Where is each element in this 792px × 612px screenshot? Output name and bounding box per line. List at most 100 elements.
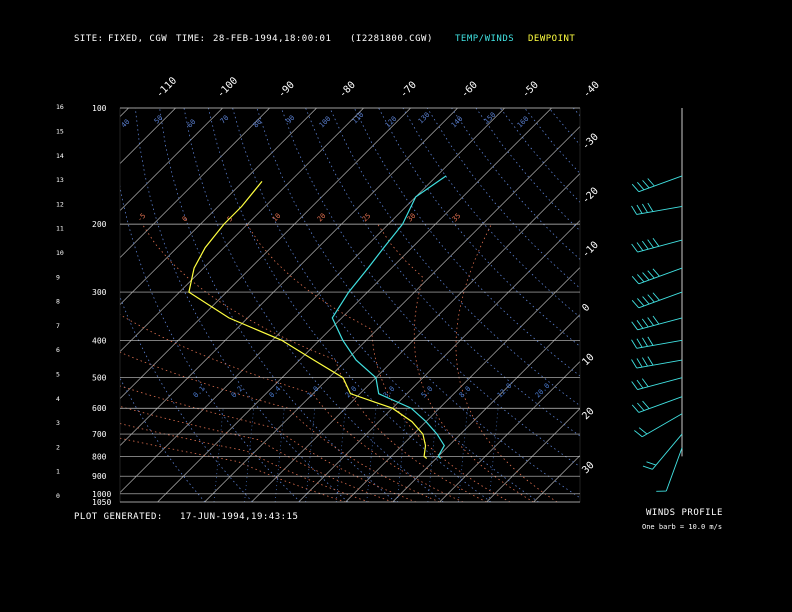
dry-adiabat-line <box>451 108 580 260</box>
wind-barb-flag <box>631 183 640 192</box>
isotherm-line <box>120 108 411 400</box>
wind-barb-shaft <box>636 206 683 215</box>
height-tick-label: 2 <box>56 443 60 451</box>
dry-adiabat-line <box>134 108 349 502</box>
pressure-tick-label: 1000 <box>92 490 111 499</box>
wind-barb-flag <box>637 402 645 411</box>
dry-adiabat-line <box>183 108 444 502</box>
wind-barb-flag <box>634 430 643 438</box>
wind-barb-flag <box>636 242 644 251</box>
mixing-ratio-label: 0.2 <box>230 385 245 400</box>
chart-frame <box>119 107 581 503</box>
wind-barb-shaft <box>637 377 683 391</box>
top-temp-label: -70 <box>398 80 419 101</box>
dewpoint-line <box>188 181 428 459</box>
wind-barb-flag <box>636 379 644 389</box>
top-temp-label: -60 <box>459 80 480 101</box>
temperature-line <box>331 175 447 459</box>
isotherm-line <box>298 220 580 502</box>
isotherm-line <box>0 108 35 502</box>
moist-adiabat-line <box>455 223 558 502</box>
wind-barb-flag <box>637 181 645 191</box>
file-name: (I2281800.CGW) <box>350 34 433 44</box>
plot-generated-label: PLOT GENERATED: <box>74 512 163 522</box>
isotherm-line <box>120 108 505 494</box>
pressure-tick-label: 400 <box>92 336 107 345</box>
top-temp-label: -80 <box>337 80 358 101</box>
wind-barb-flag <box>631 339 638 349</box>
wind-barb-shaft <box>637 317 683 331</box>
dry-adiabat-line <box>671 108 792 502</box>
isotherm-line <box>120 108 223 212</box>
dry-adiabat-line <box>524 108 580 175</box>
wind-barb-flag <box>636 320 644 329</box>
height-tick-label: 12 <box>56 200 64 208</box>
isotherm-line <box>628 108 792 502</box>
top-temp-label: -50 <box>520 80 541 101</box>
wind-barb-flag <box>647 178 655 187</box>
wind-barb-flag <box>641 318 649 328</box>
isotherm-line <box>120 108 176 165</box>
height-tick-label: 6 <box>56 346 60 354</box>
dry-adiabat-label: 70 <box>219 114 231 126</box>
wind-barb-flag <box>631 381 638 390</box>
mixing-ratio-line <box>305 408 316 502</box>
moist-adiabat-line <box>120 314 464 502</box>
height-tick-label: 1 <box>56 468 60 476</box>
plot-generated-value: 17-JUN-1994,19:43:15 <box>180 512 299 522</box>
height-tick-label: 10 <box>56 249 64 257</box>
top-temp-label: -100 <box>215 75 240 100</box>
wind-barb-flag <box>647 317 654 326</box>
moist-adiabat-label: 0 <box>181 215 190 224</box>
wind-barb-shaft <box>665 447 683 492</box>
wind-barb-flag <box>637 298 645 307</box>
dry-adiabat-label: 140 <box>450 115 465 130</box>
wind-barb-flag <box>641 203 648 213</box>
moist-adiabat-label: 25 <box>361 212 373 224</box>
mixing-ratio-label: 0.1 <box>192 385 207 400</box>
isotherm-line <box>204 126 580 502</box>
mixing-ratio-line <box>458 408 468 502</box>
right-temp-label: 30 <box>580 460 596 476</box>
dry-adiabat-line <box>329 108 580 407</box>
wind-barb-flag <box>641 357 648 367</box>
wind-barb-flag <box>631 276 640 285</box>
right-temp-label: 20 <box>580 406 596 422</box>
dry-adiabat-line <box>256 108 580 499</box>
wind-barb-flag <box>642 400 650 409</box>
dry-adiabat-line <box>120 185 301 502</box>
isotherm-line <box>120 108 458 447</box>
dry-adiabat-line <box>120 295 253 502</box>
legend-temp-winds: TEMP/WINDS <box>455 34 515 44</box>
dry-adiabat-label: 80 <box>252 118 264 130</box>
dry-adiabat-label: 150 <box>483 111 498 126</box>
wind-barb-flag <box>647 239 654 249</box>
right-temp-label: -10 <box>580 240 601 261</box>
moist-adiabat-line <box>120 437 346 502</box>
mixing-ratio-line <box>366 408 377 502</box>
wind-barb-flag <box>646 461 657 466</box>
wind-barb-shaft <box>641 413 683 438</box>
dry-adiabat-label: 120 <box>384 115 399 130</box>
wind-barb-flag <box>652 268 660 277</box>
right-temp-label: -30 <box>580 132 601 153</box>
dry-adiabat-line <box>475 108 580 232</box>
height-tick-label: 9 <box>56 273 60 281</box>
right-temp-label: 0 <box>580 302 592 314</box>
wind-barb-flag <box>638 427 648 435</box>
pressure-tick-label: 900 <box>92 472 107 481</box>
pressure-tick-label: 800 <box>92 452 107 461</box>
height-tick-label: 14 <box>56 152 64 160</box>
dry-adiabat-label: 110 <box>351 111 366 126</box>
height-tick-label: 11 <box>56 225 64 233</box>
mixing-ratio-label: 3.0 <box>382 385 397 400</box>
mixing-ratio-label: 8.0 <box>458 385 473 400</box>
time-label: TIME: <box>176 34 206 44</box>
wind-barb-flag <box>631 321 638 331</box>
wind-barb-flag <box>636 358 643 368</box>
dry-adiabat-line <box>598 108 792 502</box>
top-temp-label: -90 <box>276 80 297 101</box>
dry-adiabat-label: 60 <box>186 118 198 130</box>
height-tick-label: 4 <box>56 395 60 403</box>
